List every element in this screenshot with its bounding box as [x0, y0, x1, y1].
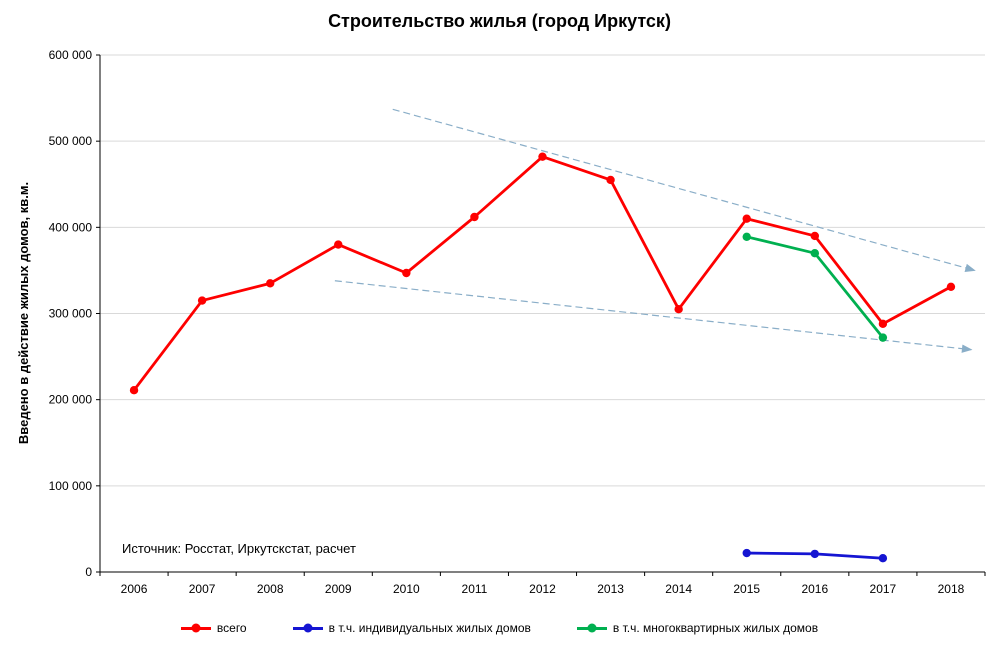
svg-text:2008: 2008	[257, 582, 284, 596]
legend-item-total: всего	[180, 621, 247, 635]
svg-text:100 000: 100 000	[49, 479, 93, 493]
svg-text:2006: 2006	[121, 582, 148, 596]
legend-label-individual: в т.ч. индивидуальных жилых домов	[328, 621, 531, 635]
legend: всего в т.ч. индивидуальных жилых домов …	[0, 621, 999, 635]
legend-swatch-apartment-icon	[576, 623, 607, 633]
svg-text:2007: 2007	[189, 582, 216, 596]
legend-item-apartment: в т.ч. многоквартирных жилых домов	[576, 621, 819, 635]
svg-text:2011: 2011	[462, 582, 488, 596]
svg-text:300 000: 300 000	[49, 307, 93, 321]
svg-text:2015: 2015	[733, 582, 760, 596]
svg-text:600 000: 600 000	[49, 48, 93, 62]
svg-text:2018: 2018	[938, 582, 965, 596]
svg-text:0: 0	[85, 565, 92, 579]
svg-text:200 000: 200 000	[49, 393, 93, 407]
legend-swatch-individual-icon	[292, 623, 323, 633]
svg-text:2014: 2014	[665, 582, 692, 596]
chart-title: Строительство жилья (город Иркутск)	[328, 11, 671, 31]
svg-text:2013: 2013	[597, 582, 624, 596]
svg-text:400 000: 400 000	[49, 220, 93, 234]
legend-label-total: всего	[216, 621, 247, 635]
svg-text:2010: 2010	[393, 582, 420, 596]
svg-text:2016: 2016	[801, 582, 828, 596]
svg-text:2017: 2017	[870, 582, 897, 596]
svg-text:500 000: 500 000	[49, 134, 93, 148]
legend-swatch-total-icon	[180, 623, 211, 633]
legend-label-apartment: в т.ч. многоквартирных жилых домов	[612, 621, 819, 635]
svg-text:2009: 2009	[325, 582, 352, 596]
source-note: Источник: Росстат, Иркутскстат, расчет	[122, 541, 356, 556]
svg-text:2012: 2012	[529, 582, 556, 596]
legend-item-individual: в т.ч. индивидуальных жилых домов	[292, 621, 531, 635]
